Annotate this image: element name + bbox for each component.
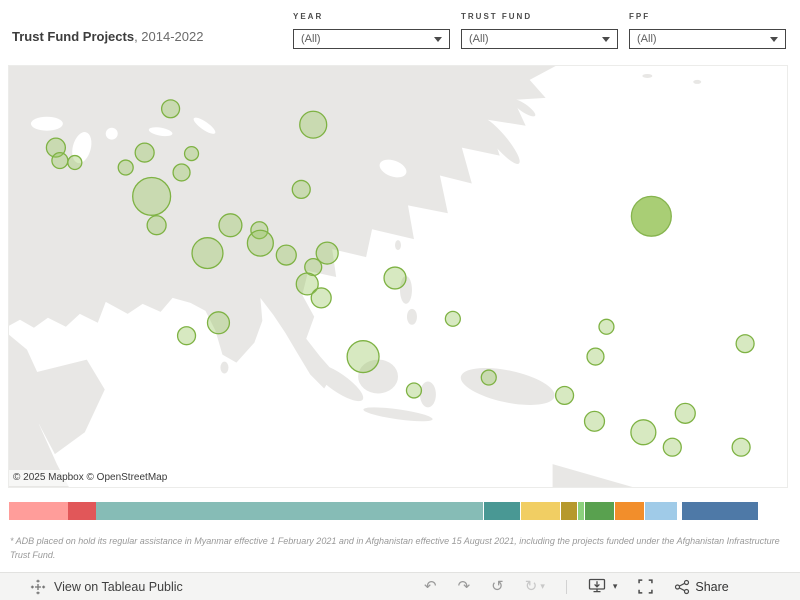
project-bubble-highlight[interactable] [630, 195, 672, 237]
project-bubble[interactable] [176, 326, 197, 346]
filter-fpf: FPF (All) [629, 12, 786, 49]
fund-strip-segment[interactable] [615, 502, 644, 520]
project-bubble[interactable] [383, 266, 407, 290]
project-bubble[interactable] [405, 382, 423, 399]
refresh-icon[interactable]: ↻ ▾ [525, 579, 545, 594]
fund-strip-segment[interactable] [484, 502, 520, 520]
map-land [9, 66, 702, 487]
project-bubble[interactable] [310, 287, 332, 309]
fund-strip-segment[interactable] [96, 502, 483, 520]
filter-fpf-dropdown[interactable]: (All) [629, 29, 786, 49]
fund-strip-segment[interactable] [585, 502, 614, 520]
project-bubble[interactable] [299, 110, 328, 139]
revert-icon[interactable]: ↺ [491, 578, 504, 595]
toolbar-divider [565, 579, 567, 594]
project-bubble[interactable] [160, 99, 181, 119]
chevron-down-icon [434, 36, 442, 42]
filter-year-dropdown[interactable]: (All) [293, 29, 450, 49]
project-bubble[interactable] [172, 163, 191, 182]
fund-strip-segment[interactable] [561, 502, 577, 520]
filter-year-value: (All) [301, 33, 321, 45]
project-bubble[interactable] [586, 347, 605, 366]
fullscreen-button[interactable] [638, 579, 654, 594]
map-lakes [30, 116, 407, 178]
bubble-layer [45, 99, 755, 457]
map-attribution[interactable]: © 2025 Mapbox © OpenStreetMap [9, 470, 177, 486]
project-bubble[interactable] [735, 334, 755, 354]
project-bubble[interactable] [731, 437, 751, 457]
share-button[interactable]: Share [674, 579, 729, 595]
refresh-caret-icon: ▾ [540, 581, 545, 591]
project-bubble[interactable] [444, 310, 461, 327]
tableau-toolbar: View on Tableau Public ↶ ↷ ↺ ↻ ▾ ▾ [0, 572, 800, 600]
chevron-down-icon [602, 36, 610, 42]
chevron-down-icon [770, 36, 778, 42]
project-bubble[interactable] [315, 241, 339, 265]
project-bubble[interactable] [291, 179, 311, 200]
project-bubble[interactable] [67, 154, 83, 171]
view-on-tableau-public-label: View on Tableau Public [54, 579, 183, 594]
project-bubble[interactable] [662, 437, 682, 457]
page-title: Trust Fund Projects, 2014-2022 [12, 29, 203, 44]
project-bubble[interactable] [146, 215, 167, 236]
tableau-logo-icon [30, 579, 46, 594]
project-bubble[interactable] [554, 385, 575, 406]
project-bubble[interactable] [134, 142, 155, 163]
filter-year: YEAR (All) [293, 12, 450, 49]
project-bubble[interactable] [218, 213, 243, 238]
filter-trust-fund-dropdown[interactable]: (All) [461, 29, 618, 49]
project-bubble[interactable] [183, 145, 200, 162]
project-bubble[interactable] [674, 402, 696, 424]
project-bubble[interactable] [598, 318, 615, 335]
project-bubble[interactable] [206, 311, 231, 335]
fund-strip-segment[interactable] [521, 502, 560, 520]
download-icon [588, 578, 605, 593]
fund-strip-segment[interactable] [68, 502, 96, 520]
fullscreen-icon [638, 579, 654, 594]
filter-year-label: YEAR [293, 12, 324, 21]
project-bubble[interactable] [295, 272, 319, 296]
project-bubble[interactable] [583, 410, 606, 432]
project-bubble[interactable] [630, 419, 657, 446]
filter-trust-fund-label: TRUST FUND [461, 12, 533, 21]
share-icon [675, 579, 690, 594]
view-on-tableau-public[interactable]: View on Tableau Public [30, 573, 183, 600]
share-button-label: Share [695, 579, 729, 594]
filter-fpf-label: FPF [629, 12, 651, 21]
map-panel[interactable]: © 2025 Mapbox © OpenStreetMap [8, 65, 788, 488]
filter-fpf-value: (All) [637, 33, 657, 45]
refresh-glyph: ↻ [524, 578, 538, 595]
bubble-map [9, 66, 787, 487]
download-button[interactable]: ▾ [588, 578, 618, 595]
page-title-suffix: , 2014-2022 [134, 29, 204, 44]
project-bubble[interactable] [51, 151, 69, 170]
project-bubble[interactable] [246, 229, 274, 257]
fund-strip [0, 502, 800, 520]
fund-strip-segment[interactable] [578, 502, 584, 520]
project-bubble[interactable] [117, 159, 134, 176]
project-bubble[interactable] [480, 369, 497, 386]
undo-icon[interactable]: ↶ [424, 578, 437, 595]
redo-icon[interactable]: ↷ [457, 578, 471, 595]
project-bubble[interactable] [275, 244, 297, 266]
filter-trust-fund: TRUST FUND (All) [461, 12, 618, 49]
project-bubble[interactable] [346, 340, 380, 374]
download-caret-icon: ▾ [612, 581, 618, 591]
project-bubble[interactable] [191, 237, 224, 270]
toolbar-actions: ↶ ↷ ↺ ↻ ▾ ▾ [424, 573, 729, 600]
page-title-main: Trust Fund Projects [12, 29, 135, 44]
project-bubble[interactable] [132, 176, 172, 216]
fund-strip-segment[interactable] [9, 502, 68, 520]
filter-trust-fund-value: (All) [469, 33, 489, 45]
footnote: * ADB placed on hold its regular assista… [10, 536, 780, 560]
fund-strip-segment[interactable] [682, 502, 758, 520]
fund-strip-segment[interactable] [645, 502, 677, 520]
